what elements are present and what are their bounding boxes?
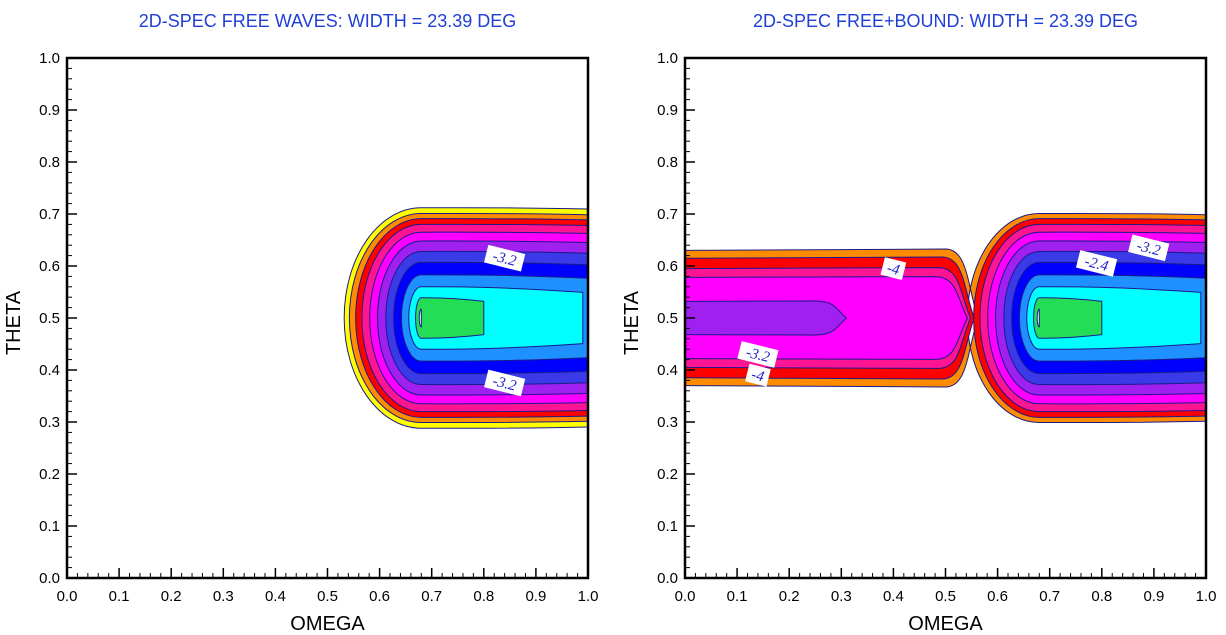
contour-label: -3.2 [737,341,779,368]
contour-chart-2: 0.0 0.1 0.2 0.3 0.4 0.5 0.6 0.7 0.8 0.9 1.0 0.0 0.1 0… [621,11,1217,635]
y-tick-label: 0.6 [657,258,678,275]
x-tick-label: 1.0 [578,588,599,605]
y-tick-label: 0.2 [39,466,60,483]
contour-label-box [1128,234,1170,262]
contour-band-12 [418,308,422,328]
contour-label-text: -3.2 [1135,238,1162,259]
y-tick-label: 0.3 [39,414,60,431]
y-tick-label: 0.1 [39,518,60,535]
contour-label-text: -3.2 [491,373,518,394]
x-tick-label: 0.2 [779,588,800,605]
contour-label: -2.4 [1075,250,1118,277]
contour-label: -3.2 [1128,234,1170,262]
y-axis-label: THETA [621,290,643,355]
y-tick-label: 0.7 [657,206,678,223]
x-tick-label: 0.8 [473,588,494,605]
x-tick-label: 0.1 [727,588,748,605]
chart-title: 2D-SPEC FREE WAVES: WIDTH = 23.39 DEG [139,11,517,31]
contour-label-text: -3.2 [744,345,771,366]
x-tick-label: 0.8 [1091,588,1112,605]
y-tick-label: 0.0 [657,570,678,587]
contour-label-text: -2.4 [1083,254,1110,275]
x-tick-label: 1.0 [1196,588,1217,605]
contour-label: -4 [880,257,907,280]
contour-label-text: -4 [885,260,901,279]
y-tick-label: 0.2 [657,466,678,483]
x-tick-label: 0.0 [675,588,696,605]
x-tick-label: 0.1 [109,588,130,605]
x-tick-label: 0.3 [213,588,234,605]
y-tick-label: 0.5 [657,310,678,327]
x-tick-label: 0.6 [987,588,1008,605]
chart-title: 2D-SPEC FREE+BOUND: WIDTH = 23.39 DEG [753,11,1138,31]
x-tick-label: 0.6 [369,588,390,605]
x-axis-label: OMEGA [290,613,365,635]
y-tick-label: 0.7 [39,206,60,223]
contour-label-box [745,363,771,387]
x-axis-label: OMEGA [908,613,983,635]
contour-band-11 [415,297,485,339]
y-tick-label: 0.8 [39,154,60,171]
x-tick-label: 0.0 [57,588,78,605]
contour-label: -3.2 [484,244,526,272]
contour-label-box [484,244,526,272]
contour-label-text: -3.2 [491,249,518,270]
contour-label-box [484,369,526,397]
x-tick-label: 0.5 [317,588,338,605]
contour-label-box [880,257,907,280]
y-tick-label: 0.6 [39,258,60,275]
contour-label-box [1075,250,1118,277]
y-tick-label: 1.0 [657,50,678,67]
y-tick-label: 0.1 [657,518,678,535]
x-tick-label: 0.3 [831,588,852,605]
y-tick-label: 0.5 [39,310,60,327]
contour-bands [343,207,588,429]
y-tick-label: 0.8 [657,154,678,171]
y-axis-label: THETA [3,290,25,355]
contour-label: -4 [745,363,771,387]
x-tick-label: 0.4 [883,588,904,605]
x-tick-label: 0.2 [161,588,182,605]
x-tick-label: 0.9 [525,588,546,605]
x-tick-label: 0.4 [265,588,286,605]
contour-band-10 [1033,297,1103,339]
x-tick-label: 0.5 [935,588,956,605]
y-tick-label: 0.9 [39,102,60,119]
y-tick-label: 0.9 [657,102,678,119]
y-tick-label: 1.0 [39,50,60,67]
y-tick-label: 0.4 [657,362,678,379]
contour-label-box [737,341,779,368]
x-tick-label: 0.7 [421,588,442,605]
y-tick-label: 0.3 [657,414,678,431]
contour-chart-1: 0.0 0.1 0.2 0.3 0.4 0.5 0.6 0.7 0.8 0.9 1.0 0.0 0.1 0… [3,11,599,635]
y-tick-label: 0.0 [39,570,60,587]
contour-label: -3.2 [484,369,526,397]
contour-label-text: -4 [750,367,766,386]
x-tick-label: 0.9 [1143,588,1164,605]
contour-bands [685,212,1206,424]
x-tick-label: 0.7 [1039,588,1060,605]
contour-band-11 [1036,308,1040,328]
y-tick-label: 0.4 [39,362,60,379]
